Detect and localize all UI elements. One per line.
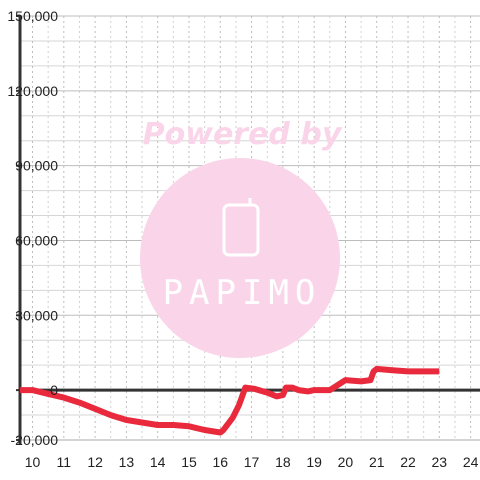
y-tick-label: 30,000: [15, 307, 58, 323]
y-tick-label: 90,000: [15, 158, 58, 174]
x-tick-label: 12: [87, 454, 103, 470]
x-tick-label: 22: [400, 454, 416, 470]
y-tick-label: 60,000: [15, 232, 58, 248]
x-tick-label: 13: [119, 454, 135, 470]
y-tick-label: 120,000: [7, 83, 58, 99]
papimo-watermark: Powered by PAPIMO: [140, 117, 343, 358]
series-line: [20, 365, 440, 436]
x-tick-label: 21: [369, 454, 385, 470]
x-tick-label: 23: [432, 454, 448, 470]
x-tick-label: 16: [212, 454, 228, 470]
tick-labels: -20,000 0 30,000 60,000 90,000 120,000 150,000…: [7, 8, 478, 470]
watermark-circle: [140, 158, 340, 358]
watermark-logo-text: PAPIMO: [163, 273, 322, 313]
x-tick-label: 10: [25, 454, 41, 470]
x-tick-label: 15: [181, 454, 197, 470]
series: [20, 365, 440, 436]
x-tick-label: 19: [306, 454, 322, 470]
x-tick-label: 14: [150, 454, 166, 470]
y-tick-label: 0: [50, 382, 58, 398]
y-tick-label: 150,000: [7, 8, 58, 24]
x-tick-label: 17: [244, 454, 260, 470]
x-tick-label: 24: [463, 454, 479, 470]
y-tick-label: -20,000: [11, 432, 59, 448]
x-tick-label: 18: [275, 454, 291, 470]
phone-icon: [222, 203, 260, 257]
watermark-powered-text: Powered by: [143, 117, 343, 152]
x-tick-label: 20: [338, 454, 354, 470]
x-tick-label: 11: [57, 454, 72, 470]
